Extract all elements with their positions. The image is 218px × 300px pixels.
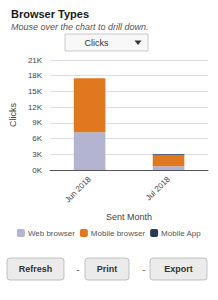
svg-text:Mobile App: Mobile App xyxy=(161,229,201,238)
svg-text:Clicks: Clicks xyxy=(85,38,109,48)
svg-text:6K: 6K xyxy=(32,134,42,143)
svg-text:18K: 18K xyxy=(28,71,43,80)
svg-text:Clicks: Clicks xyxy=(8,103,18,127)
svg-text:3K: 3K xyxy=(32,150,42,159)
svg-text:Browser Types: Browser Types xyxy=(11,8,89,20)
svg-text:Jun 2018: Jun 2018 xyxy=(63,174,93,204)
svg-text:Web browser: Web browser xyxy=(28,229,75,238)
svg-text:Refresh: Refresh xyxy=(19,264,53,274)
svg-text:Mouse over the chart to drill: Mouse over the chart to drill down. xyxy=(11,22,149,32)
svg-text:Print: Print xyxy=(97,264,118,274)
svg-text:9K: 9K xyxy=(32,118,42,127)
svg-text:-: - xyxy=(142,264,145,275)
svg-text:0K: 0K xyxy=(32,166,42,175)
svg-text:Sent Month: Sent Month xyxy=(106,212,152,222)
svg-text:15K: 15K xyxy=(28,87,43,96)
svg-text:21K: 21K xyxy=(28,56,43,65)
svg-text:12K: 12K xyxy=(28,103,43,112)
svg-text:-: - xyxy=(76,264,79,275)
svg-text:Export: Export xyxy=(164,264,193,274)
svg-text:Jul 2018: Jul 2018 xyxy=(144,174,172,202)
svg-text:Mobile browser: Mobile browser xyxy=(91,229,146,238)
